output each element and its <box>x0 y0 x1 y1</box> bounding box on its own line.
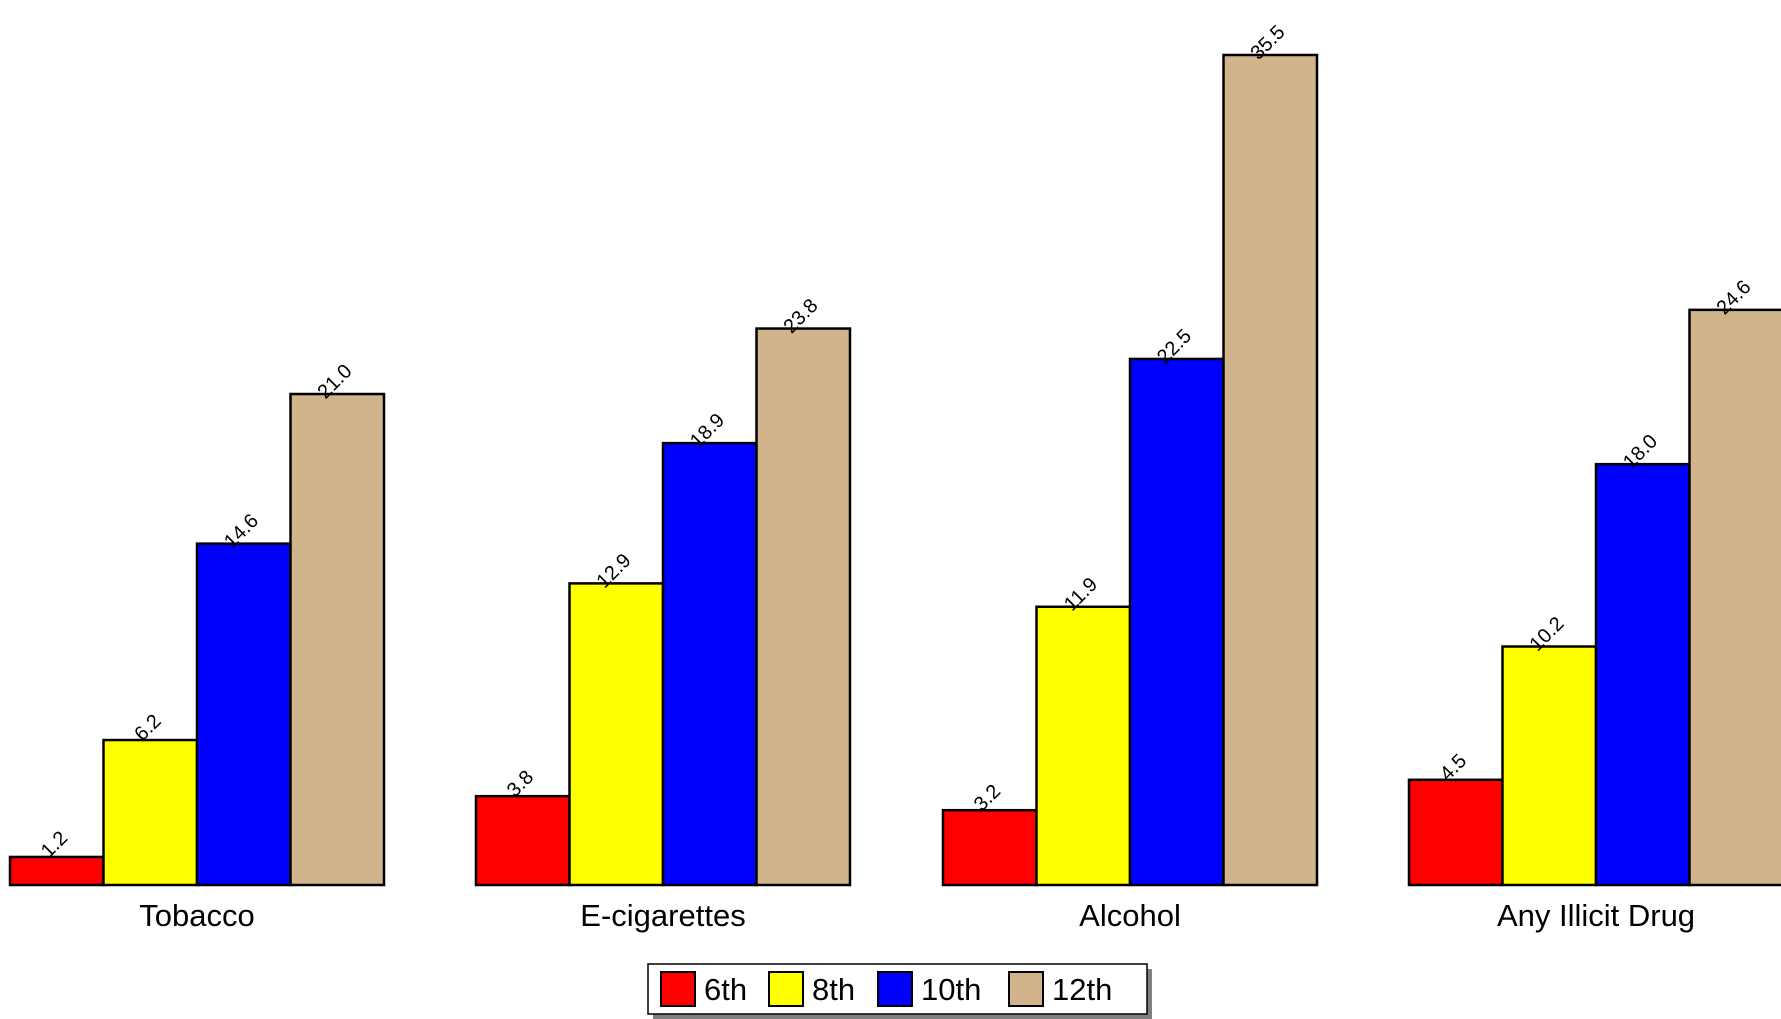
bars-layer <box>8 53 1781 887</box>
bar-alcohol-12th <box>1222 53 1319 887</box>
bar-tobacco-8th <box>102 738 199 887</box>
legend-label-8th: 8th <box>812 972 855 1007</box>
bar-any-illicit-drug-10th <box>1594 462 1691 887</box>
legend-label-10th: 10th <box>921 972 981 1007</box>
bar-tobacco-6th <box>8 855 105 887</box>
legend-swatch-6th <box>660 971 696 1007</box>
category-label: Alcohol <box>1079 898 1181 933</box>
bar-alcohol-8th <box>1035 605 1132 887</box>
bar-e-cigarettes-6th <box>474 794 571 887</box>
bar-any-illicit-drug-6th <box>1407 778 1504 887</box>
legend-swatch-12th <box>1008 971 1044 1007</box>
legend: 6th 8th 10th 12th <box>647 963 1152 1019</box>
bar-e-cigarettes-8th <box>568 582 665 887</box>
bar-any-illicit-drug-12th <box>1688 308 1781 887</box>
legend-label-6th: 6th <box>704 972 747 1007</box>
category-label: E-cigarettes <box>580 898 745 933</box>
legend-swatch-8th <box>768 971 804 1007</box>
legend-label-12th: 12th <box>1052 972 1112 1007</box>
legend-swatch-10th <box>877 971 913 1007</box>
category-label: Tobacco <box>139 898 254 933</box>
bar-e-cigarettes-12th <box>755 327 852 887</box>
bar-alcohol-6th <box>941 808 1038 887</box>
bar-e-cigarettes-10th <box>661 441 758 887</box>
bar-tobacco-10th <box>195 542 292 887</box>
bar-alcohol-10th <box>1128 357 1225 887</box>
category-labels-layer: Tobacco E-cigarettes Alcohol Any Illicit Dr… <box>139 898 1695 933</box>
bar-tobacco-12th <box>289 392 386 887</box>
legend-items: 6th 8th 10th 12th <box>660 971 1112 1007</box>
bar-any-illicit-drug-8th <box>1501 645 1598 887</box>
category-label: Any Illicit Drug <box>1497 898 1695 933</box>
